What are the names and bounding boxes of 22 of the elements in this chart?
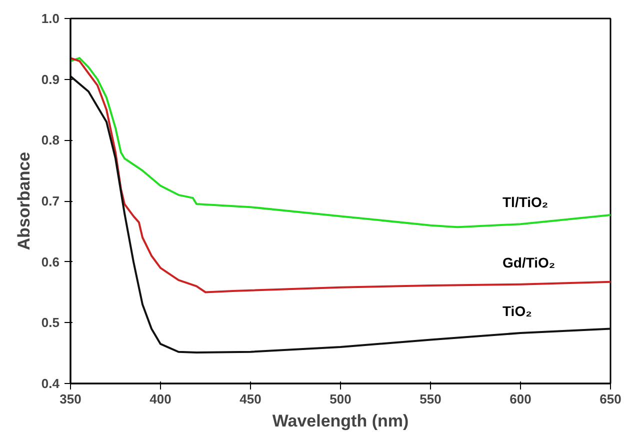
y-tick-label: 0.4 — [41, 376, 60, 391]
series-label: TiO₂ — [502, 303, 532, 320]
line-series — [70, 57, 610, 294]
y-tick-label: 1.0 — [41, 11, 60, 26]
x-tick-label: 600 — [510, 392, 532, 406]
series-label: Gd/TiO₂ — [502, 254, 556, 270]
y-tick-label: 0.9 — [41, 72, 60, 87]
x-tick-label: 350 — [60, 392, 82, 406]
line-series — [70, 57, 610, 228]
line-series — [70, 75, 610, 354]
y-tick-label: 0.7 — [41, 194, 60, 208]
x-axis-title: Wavelength (nm) — [272, 412, 409, 430]
y-axis-title: Absorbance — [14, 152, 34, 250]
x-tick-label: 400 — [150, 392, 172, 406]
x-tick-label: 550 — [420, 392, 442, 406]
y-tick-label: 0.6 — [41, 254, 60, 270]
y-tick-label: 0.5 — [41, 315, 60, 330]
x-tick-label: 450 — [240, 392, 262, 406]
x-tick-label: 650 — [600, 392, 622, 406]
x-tick-label: 500 — [330, 392, 352, 406]
y-tick-label: 0.8 — [41, 132, 60, 148]
series-label: Tl/TiO₂ — [502, 194, 548, 210]
